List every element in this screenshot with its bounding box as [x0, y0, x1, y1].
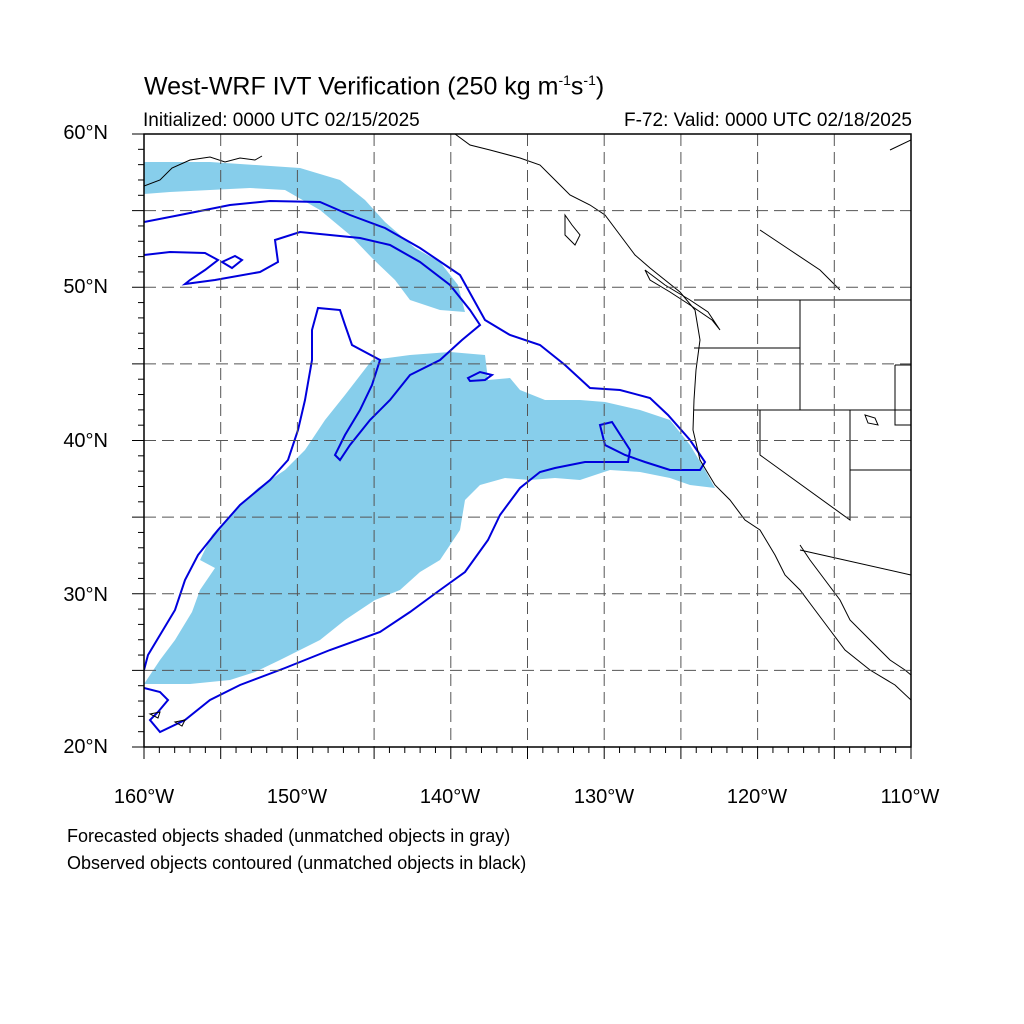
observed-contour-north — [144, 199, 707, 734]
lat-label-60: 60°N — [63, 122, 108, 144]
init-time-label: Initialized: 0000 UTC 02/15/2025 — [143, 110, 420, 131]
plot-title: West-WRF IVT Verification (250 kg m-1s-1… — [144, 72, 605, 101]
lat-label-40: 40°N — [63, 430, 108, 452]
observed-contour-tiny — [219, 254, 244, 270]
map-frame — [143, 133, 912, 748]
baja-coast — [799, 544, 911, 676]
observed-contour-hook — [144, 230, 482, 671]
forecast-object-north — [144, 162, 465, 312]
lat-label-30: 30°N — [63, 584, 108, 606]
observed-contours — [144, 199, 707, 734]
forecast-object-main — [144, 352, 715, 684]
lon-label-160w: 160°W — [113, 786, 175, 808]
valid-time-label: F-72: Valid: 0000 UTC 02/18/2025 — [624, 110, 912, 131]
forecast-objects — [144, 162, 715, 684]
island-3 — [864, 414, 879, 426]
observed-contour-small — [466, 370, 495, 383]
lon-label-130w: 130°W — [573, 786, 635, 808]
lat-label-50: 50°N — [63, 276, 108, 298]
lon-label-150w: 150°W — [266, 786, 328, 808]
island-1 — [564, 213, 581, 246]
island-2 — [148, 711, 186, 727]
alaska-coast — [144, 155, 263, 187]
coastlines — [144, 134, 911, 727]
lon-label-120w: 120°W — [726, 786, 788, 808]
caption-forecast: Forecasted objects shaded (unmatched obj… — [67, 826, 511, 846]
bc-coast — [454, 134, 911, 701]
lon-label-110w: 110°W — [880, 786, 940, 808]
grid-lines — [144, 134, 911, 747]
na-interior — [759, 139, 911, 291]
lat-label-20: 20°N — [63, 736, 108, 758]
vancouver-island — [644, 269, 721, 331]
axis-ticks — [132, 133, 912, 759]
caption-observed: Observed objects contoured (unmatched ob… — [67, 853, 527, 873]
state-borders — [694, 299, 911, 576]
lon-label-140w: 140°W — [419, 786, 481, 808]
